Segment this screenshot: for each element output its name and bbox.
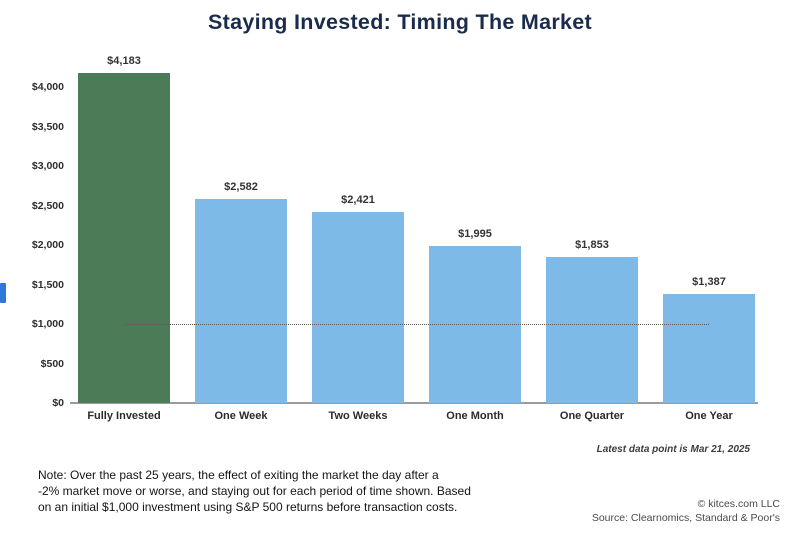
attribution: © kitces.com LLC Source: Clearnomics, St…: [592, 498, 780, 525]
bar-fully-invested: [78, 73, 170, 403]
bar-one-quarter: [546, 257, 638, 403]
page-title: Staying Invested: Timing The Market: [207, 10, 593, 34]
bar-one-year: [663, 294, 755, 403]
note-line: -2% market move or worse, and staying ou…: [38, 484, 471, 498]
source-text: Source: Clearnomics, Standard & Poor's: [591, 511, 780, 524]
note-line: Note: Over the past 25 years, the effect…: [38, 468, 439, 482]
y-axis-tick-label: $1,000: [31, 318, 64, 331]
y-axis-tick-label: $500: [40, 357, 64, 370]
bar-series: $4,183 $2,582 $2,421 $1,995 $1,853 $1,387: [78, 51, 755, 403]
bar-one-week: [195, 199, 287, 403]
y-axis-tick-label: $2,000: [31, 239, 64, 252]
bar-column: $1,387: [663, 51, 755, 403]
x-axis-line: [70, 402, 758, 404]
y-axis-tick-label: $3,000: [31, 160, 64, 173]
latest-data-point-note: Latest data point is Mar 21, 2025: [596, 444, 750, 455]
bar-column: $2,421: [312, 51, 404, 403]
bar-value-label: $2,582: [224, 181, 258, 193]
reference-dotted-line: [124, 324, 709, 325]
left-edge-marker: [0, 283, 6, 303]
x-axis-category-label: Two Weeks: [328, 410, 388, 422]
x-axis-category-label: One Quarter: [559, 410, 625, 422]
y-axis-tick-label: $0: [52, 397, 64, 409]
x-axis-category-label: One Week: [214, 410, 268, 422]
note-text: Note: Over the past 25 years, the effect…: [38, 467, 471, 515]
copyright-text: © kitces.com LLC: [697, 498, 780, 510]
bar-two-weeks: [312, 212, 404, 403]
bar-value-label: $1,853: [575, 239, 609, 251]
y-axis: $0 $500 $1,000 $1,500 $2,000 $2,500 $3,000 $3,5…: [0, 0, 68, 541]
note-line: on an initial $1,000 investment using S&…: [38, 500, 458, 514]
bar-column: $4,183: [78, 51, 170, 403]
bar-column: $1,995: [429, 51, 521, 403]
x-axis-category-label: One Year: [685, 410, 733, 422]
bar-column: $2,582: [195, 51, 287, 403]
y-axis-tick-label: $2,500: [31, 199, 64, 212]
y-axis-tick-label: $1,500: [31, 278, 64, 291]
y-axis-tick-label: $4,000: [31, 81, 64, 94]
y-axis-tick-label: $3,500: [31, 120, 64, 133]
bar-value-label: $1,387: [692, 276, 726, 288]
bar-column: $1,853: [546, 51, 638, 403]
x-axis-category-label: Fully Invested: [87, 410, 161, 422]
bar-value-label: $2,421: [341, 194, 375, 206]
x-axis-labels: Fully Invested One Week Two Weeks One Month…: [78, 410, 755, 422]
x-axis-category-label: One Month: [446, 410, 504, 422]
bar-value-label: $4,183: [107, 55, 141, 67]
bar-value-label: $1,995: [458, 228, 492, 240]
